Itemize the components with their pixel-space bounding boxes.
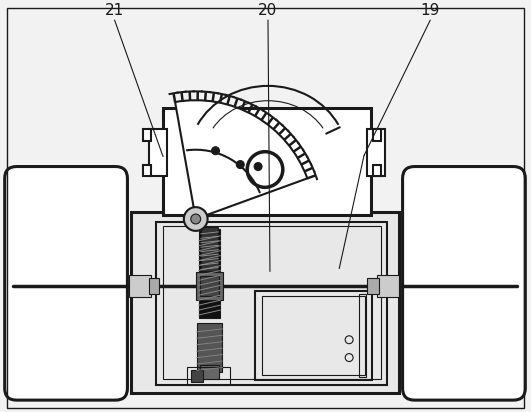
- Wedge shape: [175, 100, 307, 219]
- Bar: [149, 279, 159, 294]
- Text: 21: 21: [105, 3, 124, 18]
- Circle shape: [254, 163, 262, 171]
- Bar: [130, 275, 151, 297]
- Bar: [377, 275, 399, 297]
- Bar: [201, 227, 218, 272]
- Bar: [191, 370, 203, 382]
- Bar: [262, 296, 365, 375]
- FancyBboxPatch shape: [402, 166, 525, 400]
- Bar: [196, 323, 222, 372]
- Bar: [187, 368, 230, 385]
- Bar: [367, 279, 379, 294]
- Bar: [143, 164, 151, 176]
- Bar: [373, 164, 381, 176]
- Bar: [156, 222, 387, 385]
- FancyBboxPatch shape: [5, 166, 127, 400]
- Bar: [373, 129, 381, 141]
- Text: 20: 20: [259, 3, 278, 18]
- Bar: [163, 226, 381, 379]
- Bar: [255, 291, 372, 380]
- Bar: [199, 229, 220, 318]
- Bar: [367, 129, 385, 176]
- Bar: [200, 276, 219, 296]
- Bar: [143, 129, 151, 141]
- Bar: [163, 108, 371, 215]
- Circle shape: [211, 147, 219, 154]
- Bar: [131, 212, 399, 393]
- Circle shape: [184, 207, 208, 231]
- Text: 19: 19: [421, 3, 440, 18]
- Bar: [359, 294, 366, 377]
- Bar: [200, 365, 219, 379]
- Circle shape: [236, 161, 244, 169]
- Bar: [196, 272, 224, 300]
- Circle shape: [191, 214, 201, 224]
- Bar: [149, 129, 167, 176]
